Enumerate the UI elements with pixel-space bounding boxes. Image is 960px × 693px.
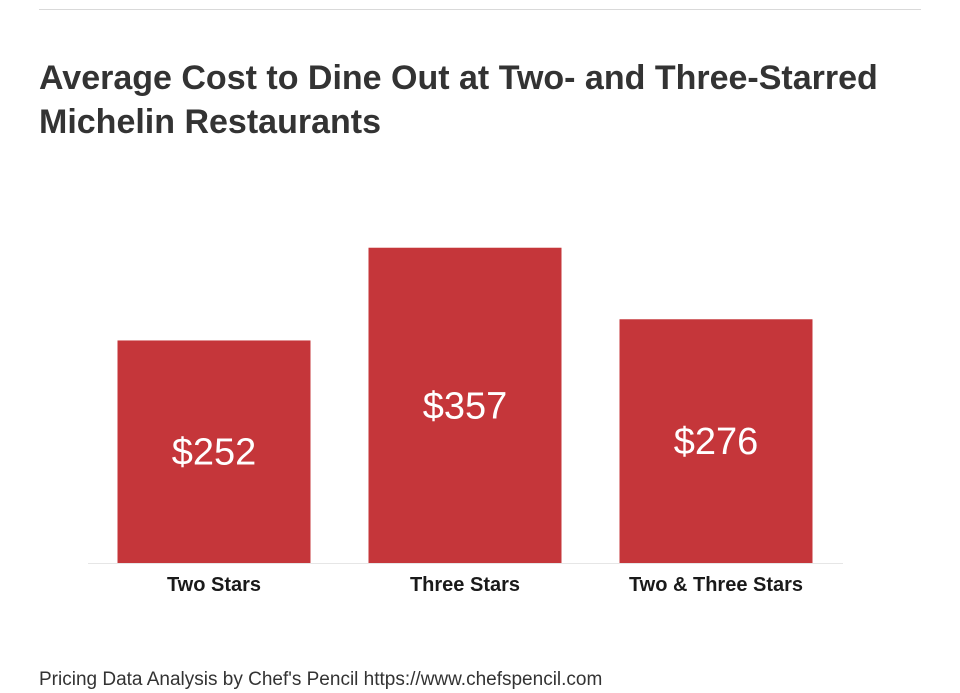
source-footer: Pricing Data Analysis by Chef's Pencil h… xyxy=(39,669,603,690)
x-tick-label: Two Stars xyxy=(167,574,261,596)
top-divider xyxy=(39,9,921,10)
bar-value-label: $357 xyxy=(423,385,508,427)
bar-value-label: $276 xyxy=(674,421,759,463)
bar xyxy=(117,340,311,563)
bar xyxy=(368,247,562,563)
chart-title: Average Cost to Dine Out at Two- and Thr… xyxy=(39,59,878,141)
bar-value-label: $252 xyxy=(172,432,257,474)
x-tick-label: Three Stars xyxy=(410,574,520,596)
bar xyxy=(619,319,813,563)
x-tick-label: Two & Three Stars xyxy=(629,574,803,596)
